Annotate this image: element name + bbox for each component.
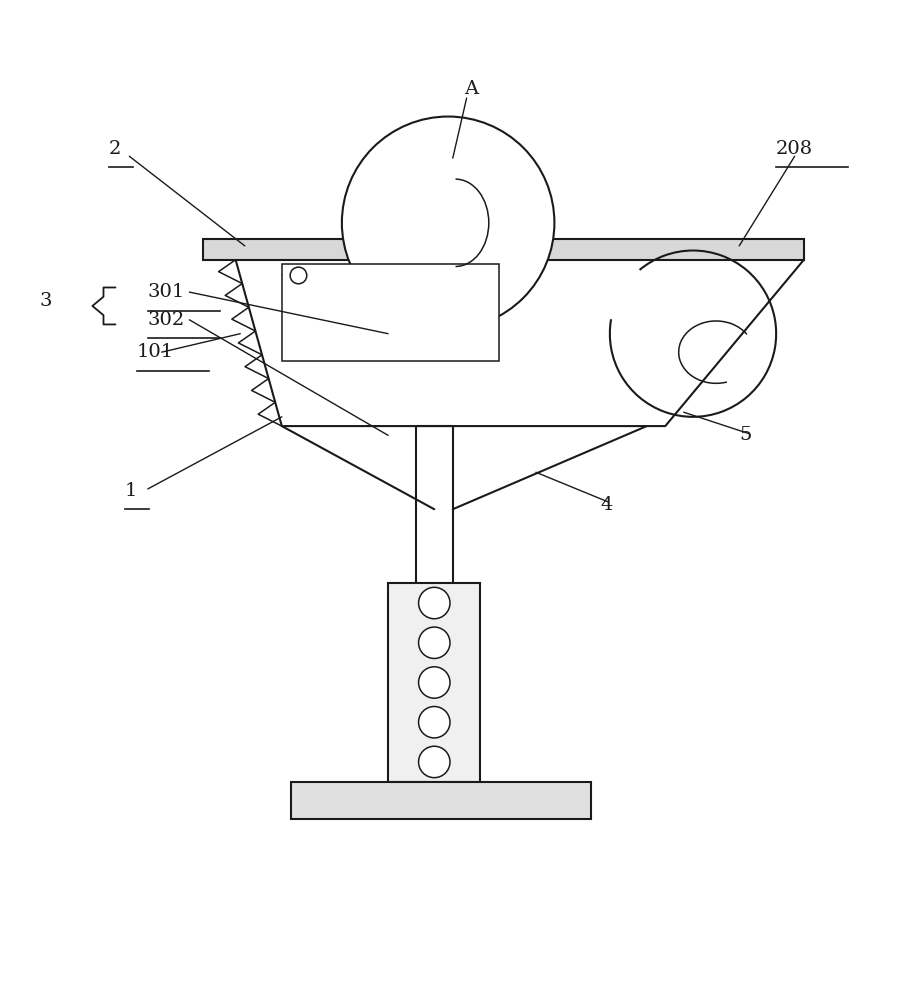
Text: 3: 3: [40, 292, 53, 310]
Circle shape: [419, 707, 450, 738]
Bar: [203, 239, 804, 260]
Text: 2: 2: [109, 140, 121, 158]
Text: A: A: [464, 80, 479, 98]
Circle shape: [419, 627, 450, 658]
Polygon shape: [236, 260, 804, 426]
Bar: [282, 264, 499, 361]
Text: 5: 5: [739, 426, 751, 444]
Text: 1: 1: [125, 482, 137, 500]
Text: 301: 301: [148, 283, 185, 301]
Circle shape: [419, 587, 450, 619]
Circle shape: [419, 746, 450, 778]
Bar: [388, 583, 480, 782]
Bar: [291, 782, 591, 819]
Circle shape: [342, 117, 554, 329]
Circle shape: [419, 667, 450, 698]
Text: 208: 208: [776, 140, 813, 158]
Text: 4: 4: [601, 496, 613, 514]
Text: 101: 101: [137, 343, 174, 361]
Circle shape: [290, 267, 307, 284]
Text: 302: 302: [148, 311, 185, 329]
